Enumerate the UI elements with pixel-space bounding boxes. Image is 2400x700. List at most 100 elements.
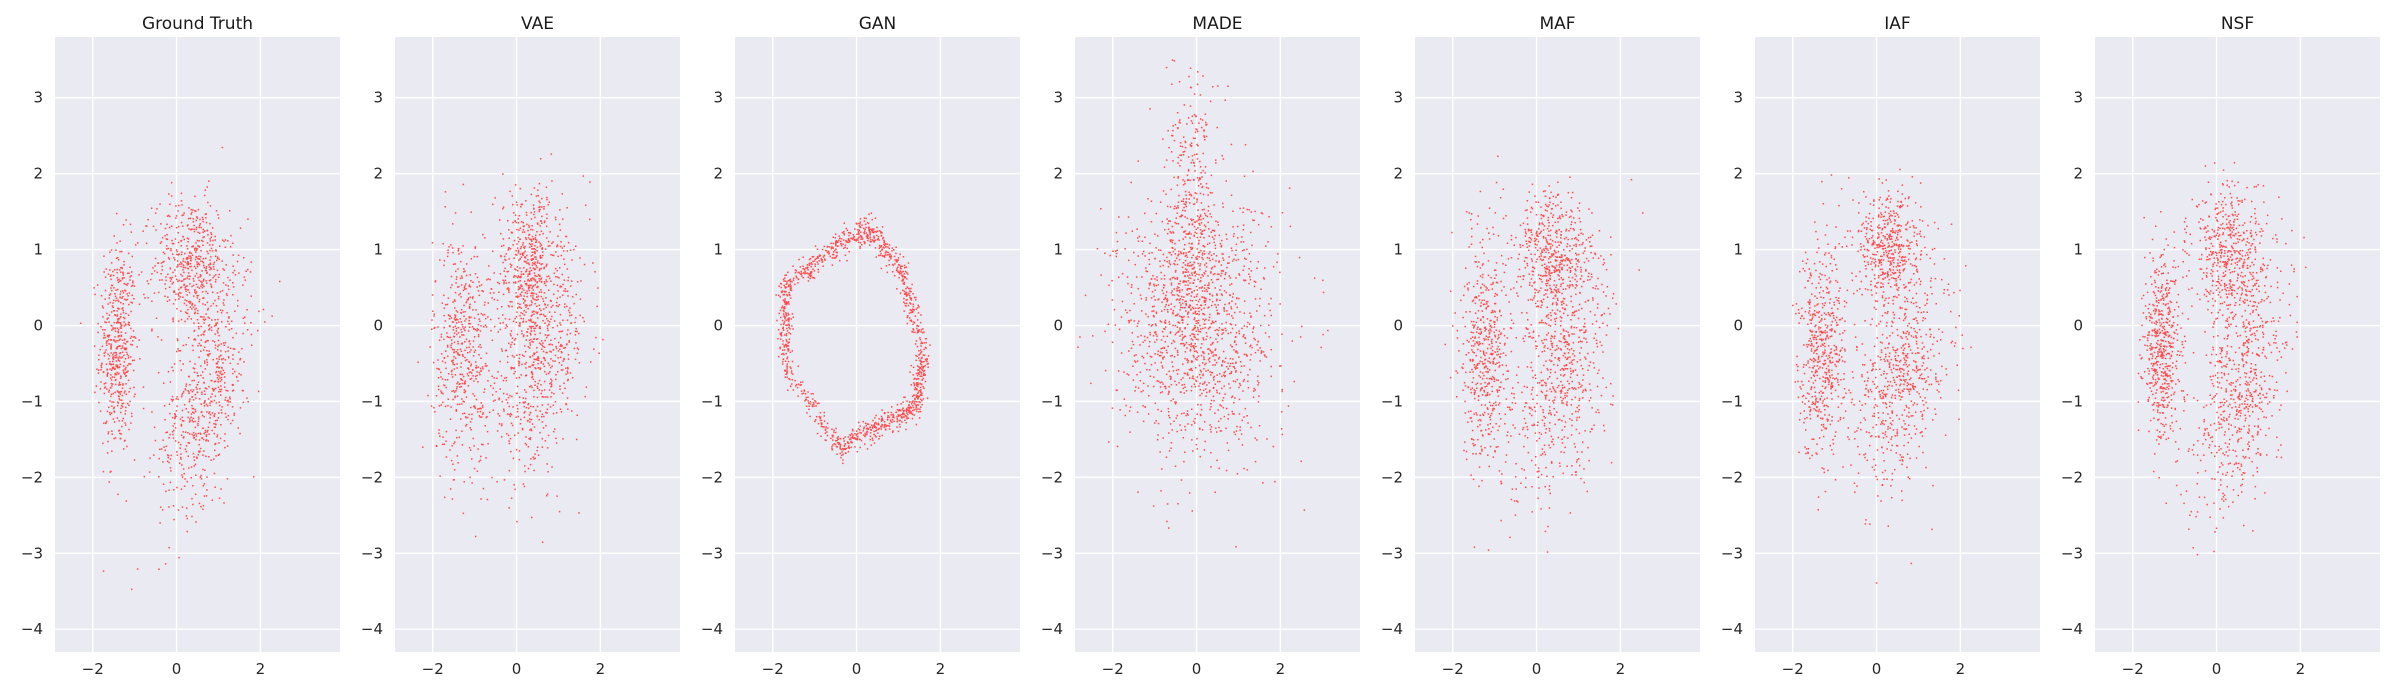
scatter-point bbox=[196, 239, 199, 242]
scatter-point bbox=[531, 340, 533, 343]
scatter-point bbox=[865, 217, 867, 220]
scatter-point bbox=[492, 387, 495, 389]
scatter-point bbox=[159, 279, 161, 281]
scatter-point bbox=[151, 411, 153, 413]
y-tick-label: 2 bbox=[33, 165, 43, 183]
scatter-point bbox=[478, 346, 480, 348]
scatter-point bbox=[851, 441, 853, 444]
scatter-point bbox=[453, 442, 455, 445]
scatter-point bbox=[788, 341, 790, 343]
scatter-point bbox=[784, 280, 787, 282]
scatter-point bbox=[1112, 250, 1114, 252]
scatter-point bbox=[543, 208, 545, 210]
scatter-point bbox=[1167, 411, 1170, 413]
scatter-point bbox=[905, 266, 907, 268]
scatter-point bbox=[548, 275, 550, 277]
scatter-point bbox=[124, 358, 127, 360]
scatter-point bbox=[247, 218, 249, 220]
scatter-point bbox=[198, 224, 201, 227]
scatter-point bbox=[507, 287, 509, 289]
scatter-point bbox=[174, 238, 177, 240]
scatter-point bbox=[109, 301, 111, 304]
scatter-point bbox=[514, 317, 516, 320]
scatter-point bbox=[903, 283, 905, 285]
scatter-point bbox=[919, 401, 921, 404]
scatter-point bbox=[521, 354, 524, 356]
scatter-point bbox=[119, 323, 122, 325]
scatter-point bbox=[579, 314, 581, 317]
scatter-point bbox=[231, 383, 234, 386]
scatter-point bbox=[1201, 274, 1203, 276]
scatter-point bbox=[541, 263, 543, 265]
scatter-point bbox=[1136, 411, 1139, 413]
scatter-point bbox=[920, 357, 923, 360]
plot-area bbox=[55, 37, 340, 652]
scatter-point bbox=[227, 401, 230, 403]
scatter-point bbox=[900, 416, 903, 418]
scatter-point bbox=[559, 285, 562, 287]
scatter-point bbox=[789, 297, 792, 299]
scatter-point bbox=[126, 340, 129, 343]
scatter-point bbox=[195, 283, 198, 286]
scatter-point bbox=[120, 331, 123, 333]
scatter-point bbox=[533, 292, 535, 295]
scatter-point bbox=[448, 325, 451, 327]
scatter-point bbox=[864, 223, 867, 226]
scatter-point bbox=[518, 396, 521, 398]
scatter-point bbox=[487, 278, 490, 280]
scatter-point bbox=[871, 437, 874, 439]
scatter-point bbox=[1157, 350, 1159, 352]
scatter-point bbox=[102, 307, 104, 309]
scatter-point bbox=[115, 356, 118, 358]
scatter-point bbox=[1194, 312, 1196, 314]
scatter-point bbox=[470, 363, 472, 365]
scatter-point bbox=[929, 344, 931, 346]
scatter-point bbox=[1177, 289, 1179, 292]
scatter-point bbox=[1160, 410, 1163, 412]
scatter-point bbox=[109, 471, 111, 473]
scatter-point bbox=[1218, 356, 1221, 359]
scatter-point bbox=[79, 322, 82, 324]
scatter-point bbox=[528, 234, 530, 236]
scatter-point bbox=[502, 279, 504, 282]
scatter-point bbox=[1232, 226, 1234, 228]
scatter-point bbox=[792, 316, 795, 318]
scatter-point bbox=[129, 223, 132, 226]
scatter-point bbox=[502, 314, 504, 316]
scatter-point bbox=[212, 302, 215, 305]
scatter-point bbox=[443, 294, 445, 297]
scatter-point bbox=[550, 306, 553, 308]
scatter-point bbox=[545, 225, 548, 228]
scatter-point bbox=[529, 284, 531, 286]
scatter-point bbox=[905, 292, 908, 294]
scatter-point bbox=[103, 355, 106, 357]
scatter-point bbox=[1173, 276, 1175, 279]
scatter-point bbox=[784, 316, 787, 318]
scatter-point bbox=[1215, 320, 1217, 323]
scatter-point bbox=[204, 213, 207, 216]
scatter-point bbox=[194, 426, 197, 429]
scatter-point bbox=[198, 342, 200, 345]
scatter-point bbox=[107, 273, 110, 275]
scatter-point bbox=[118, 269, 121, 271]
scatter-point bbox=[122, 292, 125, 294]
scatter-point bbox=[1233, 366, 1235, 368]
scatter-point bbox=[513, 339, 516, 341]
scatter-point bbox=[924, 380, 927, 383]
scatter-point bbox=[891, 406, 893, 408]
scatter-point bbox=[579, 257, 581, 259]
scatter-point bbox=[455, 278, 458, 280]
scatter-point bbox=[837, 436, 839, 438]
scatter-point bbox=[883, 421, 886, 423]
scatter-point bbox=[142, 386, 145, 388]
scatter-point bbox=[820, 419, 823, 422]
scatter-point bbox=[106, 374, 108, 376]
scatter-point bbox=[1193, 279, 1195, 281]
scatter-point bbox=[136, 346, 138, 348]
scatter-point bbox=[100, 381, 102, 383]
scatter-point bbox=[890, 420, 892, 423]
scatter-point bbox=[209, 417, 211, 419]
scatter-point bbox=[787, 389, 789, 391]
scatter-point bbox=[1231, 327, 1234, 330]
panel-title: GAN bbox=[859, 14, 897, 34]
